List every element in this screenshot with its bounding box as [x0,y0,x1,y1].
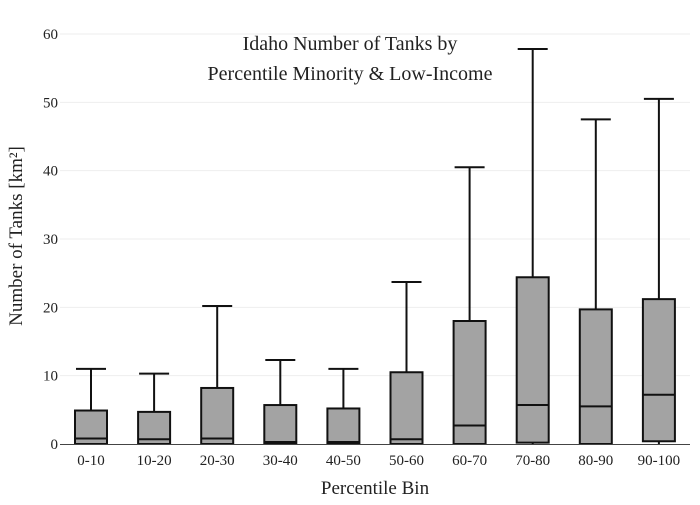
box-body-70-80 [515,276,550,444]
box-body-20-30 [200,386,235,446]
box-80-90 [578,118,613,445]
box-70-80 [515,48,550,444]
box-50-60 [389,281,424,445]
x-tick-label-30-40: 30-40 [263,453,298,469]
y-tick-label-50: 50 [43,95,58,111]
box-series [74,48,676,446]
x-tick-label-40-50: 40-50 [326,453,361,469]
box-body-80-90 [578,308,613,445]
x-tick-label-90-100: 90-100 [638,453,681,469]
box-90-100 [641,97,676,444]
x-tick-label-0-10: 0-10 [77,453,105,469]
x-axis-title: Percentile Bin [321,478,430,499]
x-tick-label-20-30: 20-30 [200,453,235,469]
box-20-30 [200,304,235,446]
y-tick-label-60: 60 [43,27,58,43]
box-body-40-50 [326,407,361,446]
box-30-40 [263,358,298,445]
box-body-50-60 [389,371,424,445]
x-tick-labels: 0-10 10-20 20-30 30-40 40-50 50-60 60-70 70-80 8… [77,453,680,469]
chart-title-line-2: Percentile Minority & Low-Income [208,63,493,85]
y-tick-label-40: 40 [43,164,58,180]
y-tick-label-30: 30 [43,232,58,248]
y-tick-labels: 0 10 20 30 40 50 60 [43,27,58,453]
x-tick-label-70-80: 70-80 [515,453,550,469]
box-10-20 [137,372,172,445]
x-tick-label-10-20: 10-20 [137,453,172,469]
box-body-30-40 [263,404,298,445]
y-axis-title: Number of Tanks [km²] [6,146,27,326]
box-0-10 [74,367,108,445]
y-tick-label-10: 10 [43,369,58,385]
box-60-70 [452,166,487,445]
y-tick-label-0: 0 [51,437,59,453]
x-tick-label-60-70: 60-70 [452,453,487,469]
chart-title-line-1: Idaho Number of Tanks by [243,33,458,55]
x-tick-label-80-90: 80-90 [578,453,613,469]
y-tick-label-20: 20 [43,300,58,316]
box-body-90-100 [641,298,676,443]
box-40-50 [326,367,361,446]
x-tick-label-50-60: 50-60 [389,453,424,469]
